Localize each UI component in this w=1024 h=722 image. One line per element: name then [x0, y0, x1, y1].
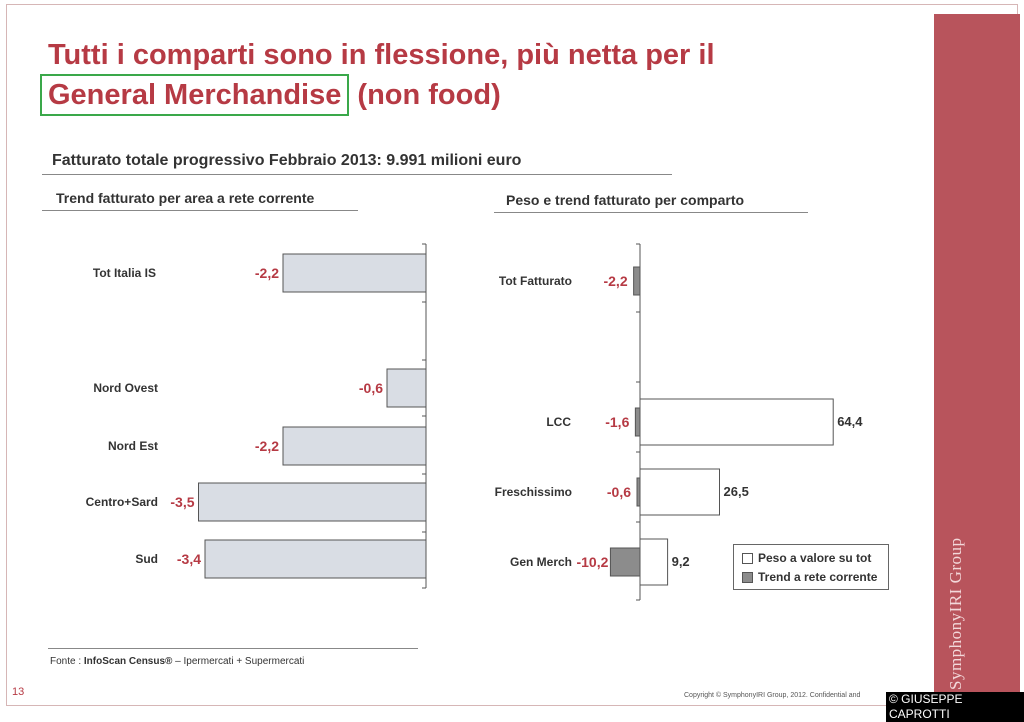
legend-swatch-trend — [742, 571, 753, 583]
category-label-comparto-2: Freschissimo — [495, 485, 572, 499]
value-label-area-4: -3,4 — [177, 551, 201, 567]
brand-side-band — [934, 14, 1020, 696]
value-label-area-3: -3,5 — [170, 494, 194, 510]
bar-trend-1 — [634, 407, 641, 437]
value-label-trend-0: -2,2 — [603, 273, 627, 289]
value-label-trend-1: -1,6 — [605, 414, 629, 430]
value-label-trend-3: -10,2 — [576, 554, 608, 570]
category-label-area-1: Nord Ovest — [93, 381, 158, 395]
legend-label-peso: Peso a valore su tot — [758, 551, 872, 565]
title-line-2: General Merchandise (non food) — [40, 74, 715, 116]
watermark: © GIUSEPPE CAPROTTI — [886, 692, 1024, 722]
left-chart-underline — [42, 210, 358, 211]
source-bold: InfoScan Census® — [83, 656, 173, 667]
category-label-area-3: Centro+Sard — [86, 495, 158, 509]
value-label-peso-1: 64,4 — [837, 414, 863, 429]
value-label-area-1: -0,6 — [359, 380, 383, 396]
category-label-area-0: Tot Italia IS — [93, 266, 156, 280]
slide-title: Tutti i comparti sono in flessione, più … — [40, 36, 715, 116]
source-rest: – Ipermercati + Supermercati — [172, 656, 305, 667]
source-note: Fonte : InfoScan Census® – Ipermercati +… — [50, 656, 304, 667]
bar-peso-3 — [639, 538, 669, 586]
footer-divider — [48, 648, 418, 649]
legend-item-peso: Peso a valore su tot — [742, 551, 871, 565]
left-chart-title: Trend fatturato per area a rete corrente — [56, 190, 315, 206]
bar-trend-3 — [609, 547, 641, 577]
copyright-text: Copyright © SymphonyIRI Group, 2012. Con… — [684, 692, 861, 699]
chart-legend: Peso a valore su tot Trend a rete corren… — [733, 544, 889, 590]
value-label-peso-2: 26,5 — [724, 484, 749, 499]
category-label-area-4: Sud — [135, 552, 158, 566]
category-label-comparto-3: Gen Merch — [510, 555, 572, 569]
title-line-1: Tutti i comparti sono in flessione, più … — [48, 39, 715, 71]
bar-area-2 — [282, 426, 427, 466]
legend-item-trend: Trend a rete corrente — [742, 570, 877, 584]
value-label-area-0: -2,2 — [255, 265, 279, 281]
bar-area-4 — [204, 539, 427, 579]
category-label-area-2: Nord Est — [108, 439, 158, 453]
bar-area-0 — [282, 253, 427, 293]
title-rest: (non food) — [357, 79, 501, 111]
bar-area-3 — [198, 482, 427, 522]
category-label-comparto-1: LCC — [546, 415, 571, 429]
page-number: 13 — [12, 686, 25, 698]
right-chart-title: Peso e trend fatturato per comparto — [506, 192, 745, 208]
legend-label-trend: Trend a rete corrente — [758, 570, 878, 584]
legend-swatch-peso — [742, 552, 753, 564]
source-prefix: Fonte : — [50, 656, 84, 667]
bar-peso-1 — [639, 398, 834, 446]
bar-peso-2 — [639, 468, 720, 516]
bar-area-1 — [386, 368, 427, 408]
slide-subtitle: Fatturato totale progressivo Febbraio 20… — [52, 152, 522, 169]
category-label-comparto-0: Tot Fatturato — [499, 274, 572, 288]
value-label-peso-3: 9,2 — [672, 554, 690, 569]
title-highlight-box: General Merchandise — [40, 74, 350, 116]
bar-trend-0 — [633, 266, 641, 296]
bar-trend-2 — [636, 477, 641, 507]
right-chart-underline — [494, 212, 808, 213]
value-label-area-2: -2,2 — [255, 438, 279, 454]
value-label-trend-2: -0,6 — [607, 484, 631, 500]
subtitle-underline — [42, 174, 672, 175]
